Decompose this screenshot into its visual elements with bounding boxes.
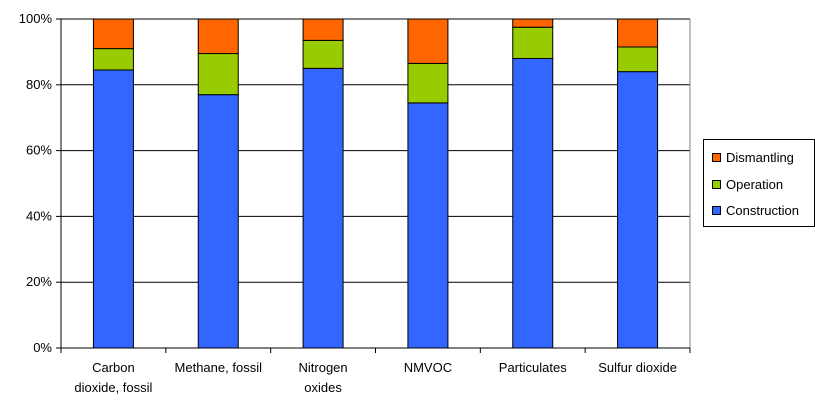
x-tick-label-line: Carbon (92, 360, 135, 375)
legend-item-dismantling: Dismantling (712, 149, 794, 165)
y-tick-label: 80% (26, 77, 52, 92)
bar-construction (92, 69, 134, 349)
y-tick-label: 60% (26, 143, 52, 158)
y-tick-label: 100% (19, 11, 53, 26)
legend-item-operation: Operation (712, 176, 783, 192)
y-tick-label: 40% (26, 208, 52, 223)
legend-swatch-dismantling (712, 152, 721, 162)
x-tick-label: Sulfur dioxide (598, 360, 677, 375)
bar-operation (197, 53, 239, 96)
bar-dismantling (197, 18, 239, 55)
legend-swatch-construction (712, 205, 721, 215)
bar-operation (92, 48, 134, 71)
x-tick-label: Methane, fossil (175, 360, 263, 375)
legend-label-dismantling: Dismantling (726, 149, 794, 165)
bar-dismantling (302, 18, 344, 41)
x-tick-label-line: Sulfur dioxide (598, 360, 677, 375)
x-tick-label-line: Methane, fossil (175, 360, 263, 375)
y-tick-label: 20% (26, 274, 52, 289)
legend: Dismantling Operation Construction (703, 139, 815, 227)
bar-construction (407, 102, 449, 349)
bar-dismantling (617, 18, 659, 48)
bar-construction (617, 71, 659, 349)
y-tick-label: 0% (33, 340, 52, 355)
x-tick-label-line: NMVOC (404, 360, 452, 375)
legend-label-construction: Construction (726, 202, 799, 218)
x-tick-label: Nitrogen oxides (299, 360, 348, 395)
x-tick-label: Carbon dioxide, fossil (74, 360, 152, 395)
bar-construction (197, 94, 239, 349)
bar-construction (302, 67, 344, 349)
legend-item-construction: Construction (712, 202, 799, 218)
bar-operation (512, 26, 554, 59)
bar-dismantling (92, 18, 134, 50)
bar-operation (617, 46, 659, 73)
x-tick-label-line: Nitrogen (299, 360, 348, 375)
x-tick-label-line: dioxide, fossil (74, 380, 152, 395)
bar-construction (512, 57, 554, 349)
bar-operation (407, 62, 449, 104)
bar-operation (302, 39, 344, 69)
legend-swatch-operation (712, 179, 721, 189)
x-tick-label-line: oxides (304, 380, 342, 395)
bar-dismantling (512, 18, 554, 28)
legend-label-operation: Operation (726, 176, 784, 192)
x-tick-label: Particulates (499, 360, 567, 375)
x-tick-label-line: Particulates (499, 360, 567, 375)
x-tick-label: NMVOC (404, 360, 452, 375)
bar-dismantling (407, 18, 449, 64)
